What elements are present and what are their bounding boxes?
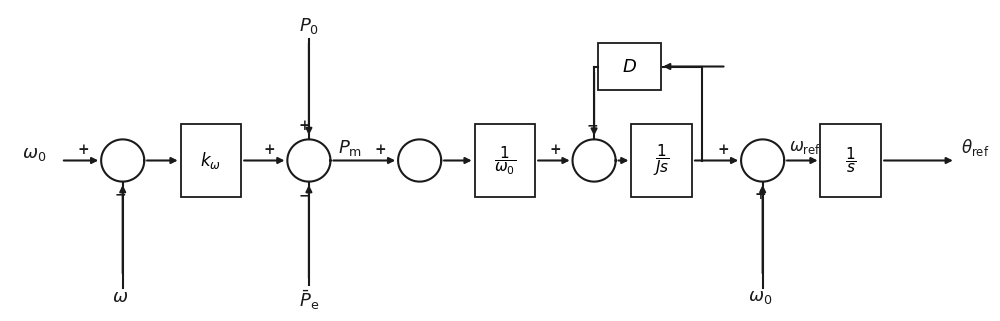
Text: $\theta_\mathrm{ref}$: $\theta_\mathrm{ref}$ — [961, 137, 989, 158]
Text: $\dfrac{1}{\omega_0}$: $\dfrac{1}{\omega_0}$ — [494, 144, 516, 177]
Text: +: + — [375, 143, 386, 157]
Text: +: + — [299, 119, 310, 133]
Text: $\omega$: $\omega$ — [112, 288, 129, 306]
Text: $k_\omega$: $k_\omega$ — [200, 150, 221, 171]
FancyBboxPatch shape — [181, 124, 241, 197]
FancyBboxPatch shape — [475, 124, 535, 197]
Text: $\omega_\mathrm{ref}$: $\omega_\mathrm{ref}$ — [789, 139, 821, 156]
Text: +: + — [718, 143, 729, 157]
FancyBboxPatch shape — [598, 43, 661, 91]
Text: +: + — [755, 188, 766, 202]
Text: $D$: $D$ — [622, 57, 637, 75]
Text: $\bar{P}_\mathrm{e}$: $\bar{P}_\mathrm{e}$ — [299, 288, 319, 312]
Text: +: + — [78, 143, 89, 157]
Text: −: − — [115, 187, 126, 201]
Text: $\dfrac{1}{Js}$: $\dfrac{1}{Js}$ — [653, 143, 670, 178]
Text: $P_0$: $P_0$ — [299, 16, 319, 36]
Text: +: + — [264, 143, 276, 157]
Text: −: − — [586, 119, 598, 133]
Text: $P_\mathrm{m}$: $P_\mathrm{m}$ — [338, 138, 362, 158]
Text: $\omega_0$: $\omega_0$ — [22, 145, 46, 163]
FancyBboxPatch shape — [820, 124, 881, 197]
Text: $\omega_0$: $\omega_0$ — [748, 288, 773, 306]
FancyBboxPatch shape — [631, 124, 692, 197]
Text: $\dfrac{1}{s}$: $\dfrac{1}{s}$ — [845, 146, 857, 175]
Text: +: + — [549, 143, 561, 157]
Text: −: − — [299, 188, 310, 202]
